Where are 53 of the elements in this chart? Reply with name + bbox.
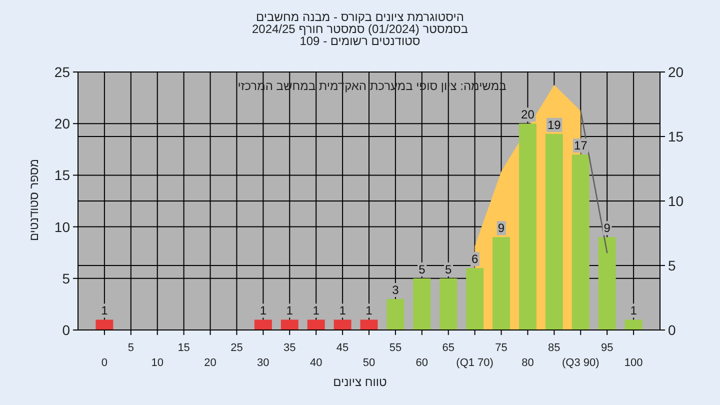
- x-tick-label: 85: [548, 342, 560, 354]
- data-label: 20: [521, 108, 535, 122]
- y-tick-label: 10: [54, 218, 70, 235]
- data-label: 9: [498, 221, 505, 236]
- x-tick-label: 40: [310, 357, 322, 369]
- x-axis-title: טווח ציונים: [333, 375, 388, 389]
- x-tick-label: 100: [624, 357, 643, 369]
- data-label: 1: [101, 304, 108, 318]
- x-tick-label: (Q1 70): [456, 357, 494, 369]
- x-tick-label: 75: [495, 342, 508, 354]
- x-tick-label: 25: [230, 342, 243, 354]
- y2-tick-label: 20: [668, 64, 684, 80]
- chart-subtitle: בסמסטר (01/2024) סמסטר חורף 2024/25: [252, 22, 468, 36]
- x-tick-label: 35: [284, 342, 296, 354]
- x-tick-label: 0: [101, 357, 108, 369]
- data-label: 6: [471, 252, 478, 266]
- data-label: 5: [445, 262, 452, 276]
- x-tick-label: 80: [522, 357, 534, 369]
- y2-tick-label: 5: [668, 258, 676, 274]
- y2-tick-label: 0: [668, 322, 676, 338]
- data-label: 1: [366, 304, 373, 318]
- x-tick-label: 45: [336, 342, 349, 354]
- data-label: 3: [392, 283, 400, 298]
- y2-tick-label: 10: [668, 193, 684, 209]
- data-label: 1: [630, 304, 638, 318]
- x-tick-label: 55: [389, 342, 402, 354]
- data-label: 1: [260, 304, 267, 318]
- data-label: 9: [604, 221, 611, 236]
- data-label: 1: [339, 304, 346, 318]
- data-label: 19: [548, 118, 562, 132]
- data-label: 1: [312, 304, 320, 318]
- x-tick-label: 30: [257, 357, 270, 369]
- x-tick-label: 20: [204, 357, 216, 369]
- y-tick-label: 15: [54, 167, 70, 184]
- x-tick-label: 5: [128, 342, 134, 354]
- y2-tick-label: 15: [668, 128, 684, 144]
- y-tick-label: 0: [62, 322, 70, 338]
- x-tick-label: 95: [600, 342, 614, 354]
- x-tick-label: 15: [178, 342, 190, 354]
- data-label: 5: [418, 262, 426, 276]
- x-tick-label: (Q3 90): [562, 357, 600, 369]
- x-tick-label: 60: [416, 357, 428, 369]
- x-tick-label: 10: [151, 357, 164, 369]
- x-tick-label: 50: [362, 357, 376, 369]
- x-tick-label: 65: [442, 342, 454, 354]
- data-label: 17: [574, 138, 588, 153]
- y-tick-label: 25: [54, 64, 70, 80]
- y-axis-title: מספר סטודנטים: [27, 158, 41, 242]
- y-tick-label: 20: [54, 116, 70, 132]
- chart-title: היסטוגרמת ציונים בקורס - מבנה מחשבים: [256, 10, 464, 24]
- y-tick-label: 5: [62, 270, 70, 286]
- text: סטודנטים רשומים - 109: [300, 34, 420, 48]
- data-label: 1: [286, 304, 294, 318]
